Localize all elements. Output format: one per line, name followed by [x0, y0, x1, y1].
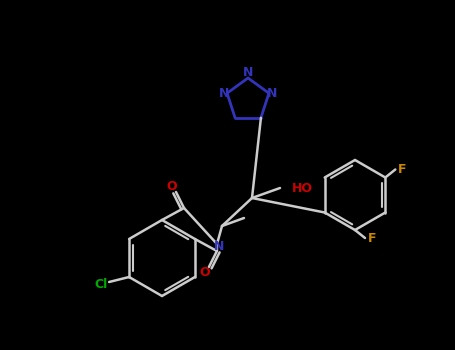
Text: N: N	[214, 239, 224, 252]
Text: F: F	[398, 163, 407, 176]
Text: Cl: Cl	[95, 278, 108, 290]
Text: F: F	[368, 231, 376, 245]
Text: N: N	[243, 66, 253, 79]
Text: O: O	[200, 266, 210, 280]
Text: N: N	[267, 87, 277, 100]
Text: N: N	[219, 87, 229, 100]
Text: O: O	[167, 180, 177, 193]
Text: HO: HO	[292, 182, 313, 195]
